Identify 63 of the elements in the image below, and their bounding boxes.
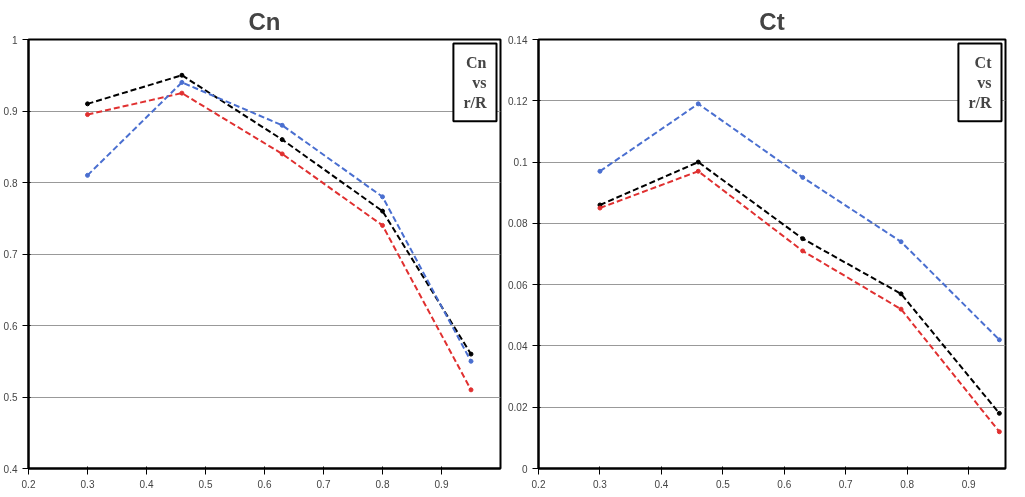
point bbox=[800, 236, 806, 242]
point bbox=[695, 101, 701, 107]
y-tick-label: 0.14 bbox=[508, 34, 528, 46]
x-tick-label: 0.6 bbox=[777, 478, 792, 490]
point bbox=[695, 159, 701, 165]
y-tick-label: 0.06 bbox=[508, 279, 528, 291]
point bbox=[380, 194, 385, 200]
chart-title: Cn bbox=[248, 7, 281, 35]
point bbox=[996, 337, 1002, 343]
y-tick-label: 0.1 bbox=[513, 157, 528, 169]
point bbox=[996, 410, 1002, 416]
point bbox=[380, 208, 385, 214]
x-tick-label: 0.5 bbox=[715, 478, 731, 490]
point bbox=[468, 387, 474, 393]
point bbox=[898, 291, 904, 297]
x-tick-label: 0.3 bbox=[593, 478, 608, 490]
point bbox=[597, 168, 603, 174]
x-tick-label: 0.7 bbox=[838, 478, 854, 490]
point bbox=[898, 306, 904, 312]
y-tick-label: 0.8 bbox=[3, 177, 18, 189]
point bbox=[800, 174, 806, 180]
x-tick-label: 0.8 bbox=[900, 478, 915, 490]
x-tick-label: 0.7 bbox=[316, 478, 331, 490]
point bbox=[898, 239, 904, 245]
y-tick-label: 0.7 bbox=[3, 249, 18, 260]
point bbox=[468, 358, 474, 364]
point bbox=[279, 122, 285, 128]
point bbox=[279, 151, 285, 157]
x-tick-label: 0.2 bbox=[21, 478, 36, 490]
x-tick-label: 0.8 bbox=[375, 478, 390, 490]
y-tick-label: 0.08 bbox=[508, 218, 528, 230]
x-tick-label: 0.9 bbox=[961, 478, 977, 490]
point bbox=[996, 429, 1002, 435]
y-tick-label: 0.4 bbox=[3, 463, 18, 475]
x-tick-label: 0.4 bbox=[139, 478, 154, 490]
y-tick-label: 0.5 bbox=[3, 392, 18, 403]
x-tick-label: 0.3 bbox=[80, 478, 95, 490]
point bbox=[179, 79, 185, 85]
point bbox=[279, 137, 285, 143]
y-tick-label: 0 bbox=[521, 463, 528, 475]
chart-title: Ct bbox=[759, 7, 785, 35]
point bbox=[800, 248, 806, 254]
point bbox=[85, 112, 90, 118]
x-tick-label: 0.4 bbox=[654, 478, 669, 490]
x-tick-label: 0.9 bbox=[434, 478, 449, 490]
point bbox=[695, 168, 701, 174]
y-tick-label: 0.12 bbox=[508, 95, 528, 107]
annotation: Cn vs r/R bbox=[463, 53, 487, 112]
point bbox=[179, 72, 185, 78]
x-tick-label: 0.2 bbox=[531, 478, 546, 490]
point bbox=[468, 351, 474, 357]
y-tick-label: 0.04 bbox=[508, 340, 528, 352]
y-tick-label: 0.6 bbox=[3, 320, 18, 332]
point bbox=[85, 172, 90, 178]
y-tick-label: 0.9 bbox=[3, 106, 18, 117]
y-tick-label: 1 bbox=[11, 34, 18, 46]
x-tick-label: 0.5 bbox=[198, 478, 213, 490]
x-tick-label: 0.6 bbox=[257, 478, 272, 490]
annotation: Ct vs r/R bbox=[968, 53, 993, 112]
point bbox=[85, 101, 90, 107]
y-tick-label: 0.02 bbox=[508, 402, 528, 414]
point bbox=[179, 90, 185, 96]
point bbox=[380, 222, 385, 228]
